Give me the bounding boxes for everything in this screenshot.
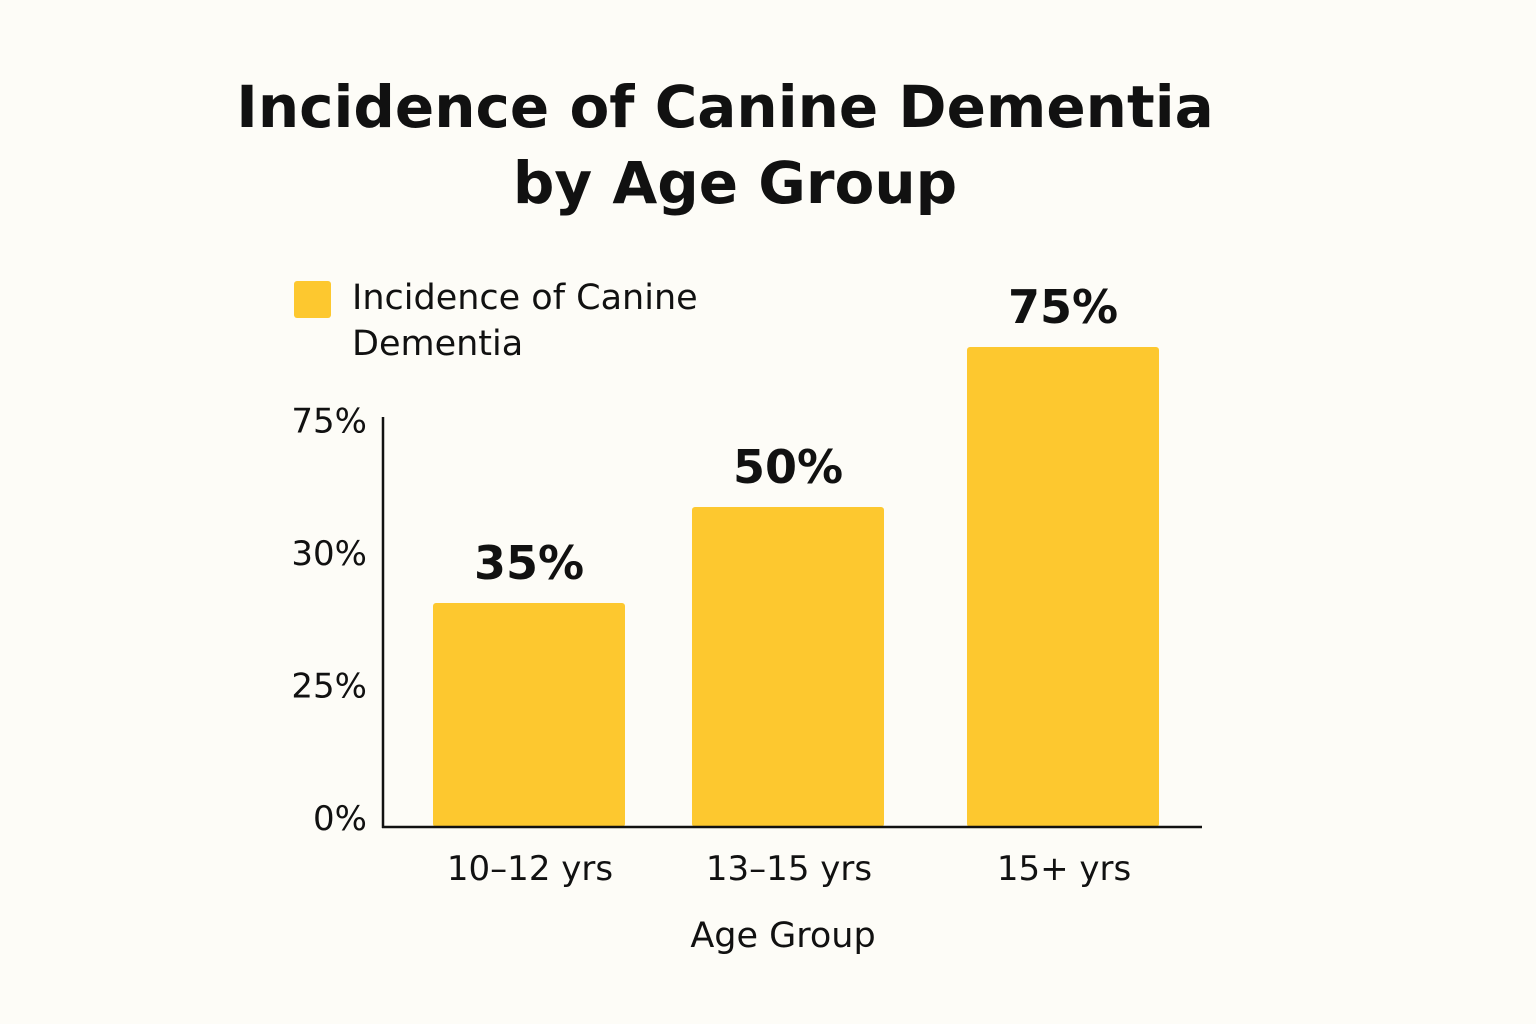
data-label: 50% <box>733 440 843 494</box>
x-tick-label: 15+ yrs <box>997 849 1131 889</box>
y-tick-label: 0% <box>313 799 367 839</box>
y-tick-label: 30% <box>291 534 367 574</box>
y-axis-ticks: 0% 25% 30% 75% <box>291 402 367 840</box>
legend-label-line-1: Incidence of Canine <box>352 278 698 318</box>
legend-swatch <box>294 281 331 318</box>
x-tick-label: 13–15 yrs <box>706 849 872 889</box>
x-tick-label: 10–12 yrs <box>447 849 613 889</box>
y-tick-label: 25% <box>291 667 367 707</box>
data-label: 35% <box>474 536 584 590</box>
y-tick-label: 75% <box>291 402 367 442</box>
bar <box>433 603 625 827</box>
x-axis-label: Age Group <box>690 916 875 956</box>
bars: 35% 10–12 yrs 50% 13–15 yrs 75% 15+ yrs <box>433 280 1159 889</box>
bar <box>692 507 884 827</box>
legend-label-line-2: Dementia <box>352 324 523 364</box>
bar <box>967 347 1159 827</box>
chart-title-line-1: Incidence of Canine Dementia <box>236 73 1213 141</box>
chart-title-line-2: by Age Group <box>513 149 957 217</box>
data-label: 75% <box>1008 280 1118 334</box>
legend: Incidence of Canine Dementia <box>294 278 698 364</box>
